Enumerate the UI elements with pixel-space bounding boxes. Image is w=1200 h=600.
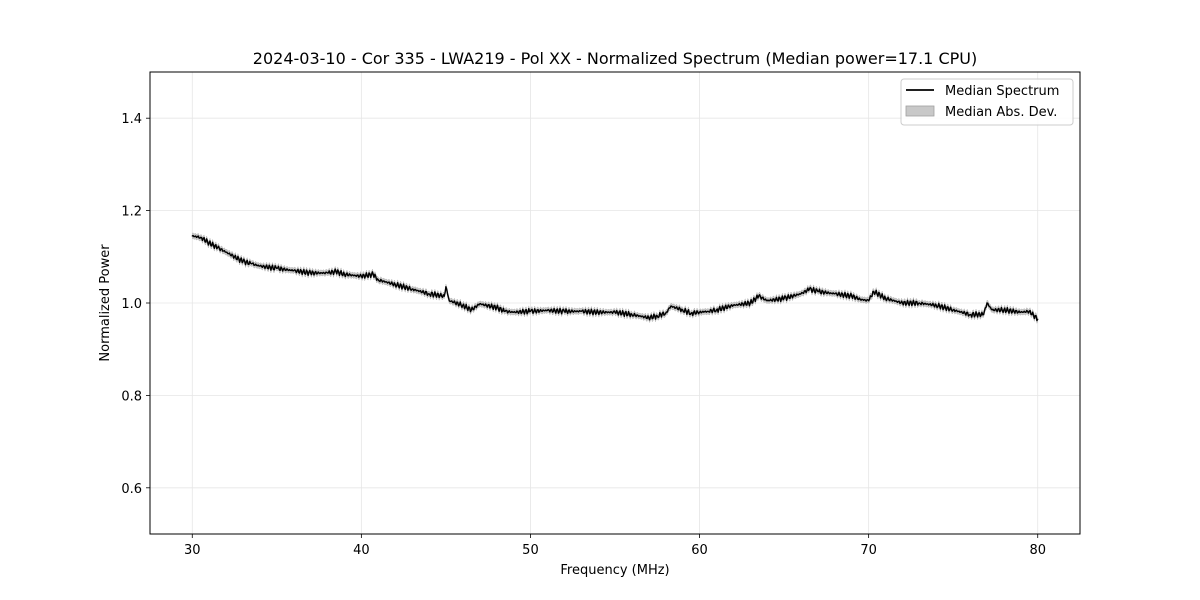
y-tick-label: 0.6 (121, 482, 142, 497)
median-spectrum-point (448, 300, 450, 302)
median-spectrum-point (470, 309, 472, 311)
median-spectrum-point (766, 300, 768, 302)
median-spectrum-point (670, 305, 672, 307)
x-tick-label: 70 (860, 543, 877, 558)
median-spectrum-point (851, 295, 853, 297)
median-spectrum-point (259, 265, 261, 267)
legend-frame (900, 78, 1074, 126)
legend-label-median-spectrum: Median Spectrum (945, 84, 1059, 99)
median-spectrum-point (512, 311, 515, 313)
median-spectrum-point (443, 295, 445, 297)
x-tick-label: 40 (353, 543, 370, 558)
median-spectrum-point (276, 267, 278, 269)
median-spectrum-point (715, 309, 718, 311)
legend: Median Spectrum Median Abs. Dev. (900, 78, 1074, 126)
median-spectrum-point (462, 304, 464, 306)
median-spectrum-point (242, 260, 244, 263)
median-spectrum-point (326, 272, 329, 274)
median-spectrum-point (873, 290, 875, 293)
median-spectrum-point (479, 303, 481, 305)
median-spectrum-point (208, 242, 210, 244)
legend-band-swatch (905, 105, 935, 117)
median-spectrum-point (310, 272, 312, 274)
median-spectrum-point (1028, 310, 1030, 312)
median-spectrum-point (707, 310, 709, 312)
median-spectrum-point (969, 313, 971, 316)
x-tick-label: 60 (691, 543, 708, 558)
y-tick-label: 1.4 (121, 112, 142, 127)
chart-title: 2024-03-10 - Cor 335 - LWA219 - Pol XX -… (253, 49, 977, 68)
median-spectrum-point (800, 293, 802, 295)
x-tick-label: 80 (1029, 543, 1046, 558)
y-axis-label: Normalized Power (98, 244, 113, 362)
median-spectrum-point (656, 315, 658, 317)
median-spectrum-point (360, 275, 362, 277)
median-spectrum-point (1020, 311, 1022, 313)
y-tick-label: 0.8 (121, 389, 142, 404)
median-spectrum-point (200, 236, 202, 238)
median-spectrum-point (293, 270, 295, 272)
median-spectrum-point (563, 310, 565, 312)
median-spectrum-point (225, 251, 227, 253)
median-spectrum-point (614, 311, 616, 313)
x-axis-ticks: 30 40 50 60 70 80 (184, 534, 1046, 558)
median-spectrum-point (428, 293, 430, 295)
median-spectrum-point (191, 235, 193, 237)
median-spectrum-point (952, 309, 954, 311)
median-spectrum-point (698, 311, 701, 313)
median-spectrum-point (394, 283, 396, 286)
median-spectrum-point (529, 310, 532, 312)
median-spectrum-point (217, 246, 219, 249)
median-spectrum-point (983, 313, 985, 316)
median-spectrum-point (335, 270, 337, 273)
median-spectrum-point (783, 297, 785, 299)
mad-band (192, 232, 1038, 324)
y-tick-label: 1.0 (121, 297, 142, 312)
median-spectrum-point (233, 256, 236, 258)
median-spectrum-point (546, 309, 548, 311)
median-spectrum-point (817, 290, 819, 293)
median-line-layer (191, 234, 1039, 322)
median-spectrum-point (808, 288, 811, 290)
median-spectrum-point (758, 295, 760, 297)
median-spectrum-point (1037, 318, 1039, 320)
x-tick-label: 30 (184, 543, 201, 558)
median-spectrum-point (918, 302, 920, 304)
median-spectrum-point (445, 286, 447, 288)
median-spectrum-point (665, 312, 667, 314)
median-spectrum-point (343, 273, 346, 275)
median-spectrum-point (504, 310, 506, 312)
median-spectrum-point (749, 302, 751, 304)
y-axis-ticks: 0.6 0.8 1.0 1.2 1.4 (121, 112, 150, 497)
median-spectrum-point (496, 307, 498, 309)
median-spectrum-point (935, 304, 937, 306)
median-spectrum-point (859, 298, 861, 300)
x-tick-label: 50 (522, 543, 539, 558)
median-spectrum-point (580, 310, 582, 312)
mad-band-layer (192, 232, 1038, 324)
median-spectrum-point (372, 273, 374, 275)
median-spectrum-point (991, 309, 993, 311)
median-spectrum-point (868, 300, 870, 302)
median-spectrum-point (884, 297, 887, 299)
median-spectrum-point (682, 309, 684, 311)
median-spectrum-point (250, 263, 253, 265)
median-spectrum-point (597, 311, 599, 313)
median-spectrum-point (631, 313, 633, 316)
median-spectrum-point (901, 302, 904, 304)
median-spectrum-point (986, 302, 988, 304)
median-spectrum-point (732, 304, 734, 306)
y-tick-label: 1.2 (121, 205, 142, 220)
median-spectrum-point (377, 279, 379, 281)
x-axis-label: Frequency (MHz) (560, 563, 669, 578)
median-spectrum-point (411, 288, 413, 290)
median-spectrum-point (834, 293, 836, 295)
median-spectrum-point (648, 317, 650, 319)
median-spectrum-point (690, 312, 692, 314)
legend-label-median-abs-dev: Median Abs. Dev. (945, 105, 1057, 120)
median-spectrum-point (1003, 309, 1005, 311)
